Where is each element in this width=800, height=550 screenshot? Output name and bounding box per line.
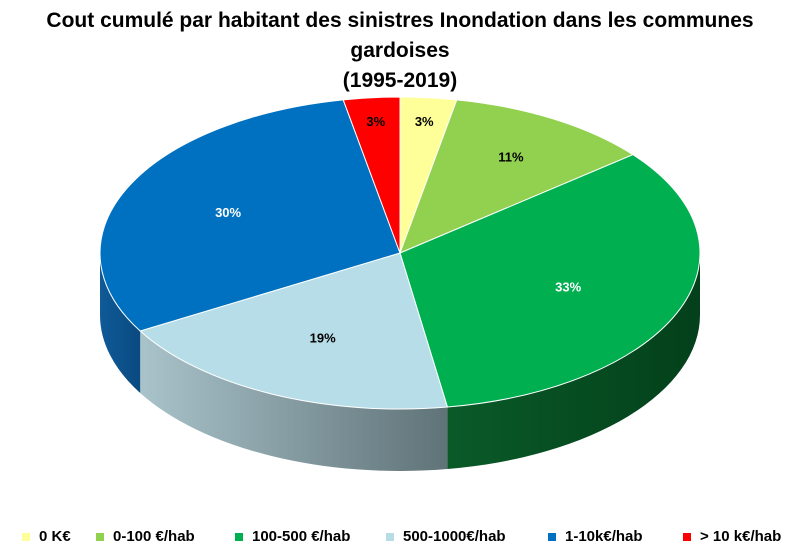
legend-label-4: 1-10k€/hab	[565, 528, 643, 545]
data-label-2: 33%	[555, 279, 581, 294]
pie-slice-3	[139, 252, 449, 410]
legend-swatch-1	[96, 532, 104, 541]
data-label-4: 30%	[215, 205, 241, 220]
pie-side-4	[100, 253, 141, 393]
legend: 0 K€ 0-100 €/hab 100-500 €/hab 500-1000€/ha…	[0, 528, 800, 550]
legend-item-4: 1-10k€/hab	[548, 528, 643, 545]
legend-swatch-2	[235, 532, 243, 541]
pie-slice-2	[399, 154, 701, 408]
legend-item-3: 500-1000€/hab	[386, 528, 506, 545]
legend-label-1: 0-100 €/hab	[113, 528, 195, 545]
pie-slice-5	[342, 96, 401, 254]
pie-slice-4	[99, 99, 401, 332]
legend-label-0: 0 K€	[39, 528, 71, 545]
pie-slice-1	[399, 99, 634, 254]
chart-title-line2: (1995-2019)	[342, 69, 458, 92]
legend-swatch-0	[22, 532, 30, 541]
legend-swatch-4	[548, 532, 556, 541]
legend-swatch-3	[386, 532, 394, 541]
pie-side-walls	[100, 253, 700, 471]
pie-data-labels: 3% 11% 33% 19% 30% 3%	[215, 114, 582, 346]
pie-side-2	[447, 253, 700, 470]
legend-item-2: 100-500 €/hab	[235, 528, 350, 545]
legend-label-5: > 10 k€/hab	[700, 528, 782, 545]
legend-label-2: 100-500 €/hab	[252, 528, 351, 545]
pie-slices	[99, 96, 701, 410]
data-label-5: 3%	[366, 114, 385, 129]
data-label-0: 3%	[415, 114, 434, 129]
legend-item-0: 0 K€	[22, 528, 71, 545]
legend-label-3: 500-1000€/hab	[403, 528, 506, 545]
chart-title: Cout cumulé par habitant des sinistres I…	[0, 6, 800, 96]
data-label-3: 19%	[310, 331, 336, 346]
data-label-1: 11%	[498, 150, 524, 165]
legend-item-5: > 10 k€/hab	[683, 528, 781, 545]
chart-title-line1: Cout cumulé par habitant des sinistres I…	[46, 9, 754, 62]
legend-swatch-5	[683, 532, 691, 541]
legend-item-1: 0-100 €/hab	[96, 528, 195, 545]
pie-side-3	[140, 331, 448, 471]
